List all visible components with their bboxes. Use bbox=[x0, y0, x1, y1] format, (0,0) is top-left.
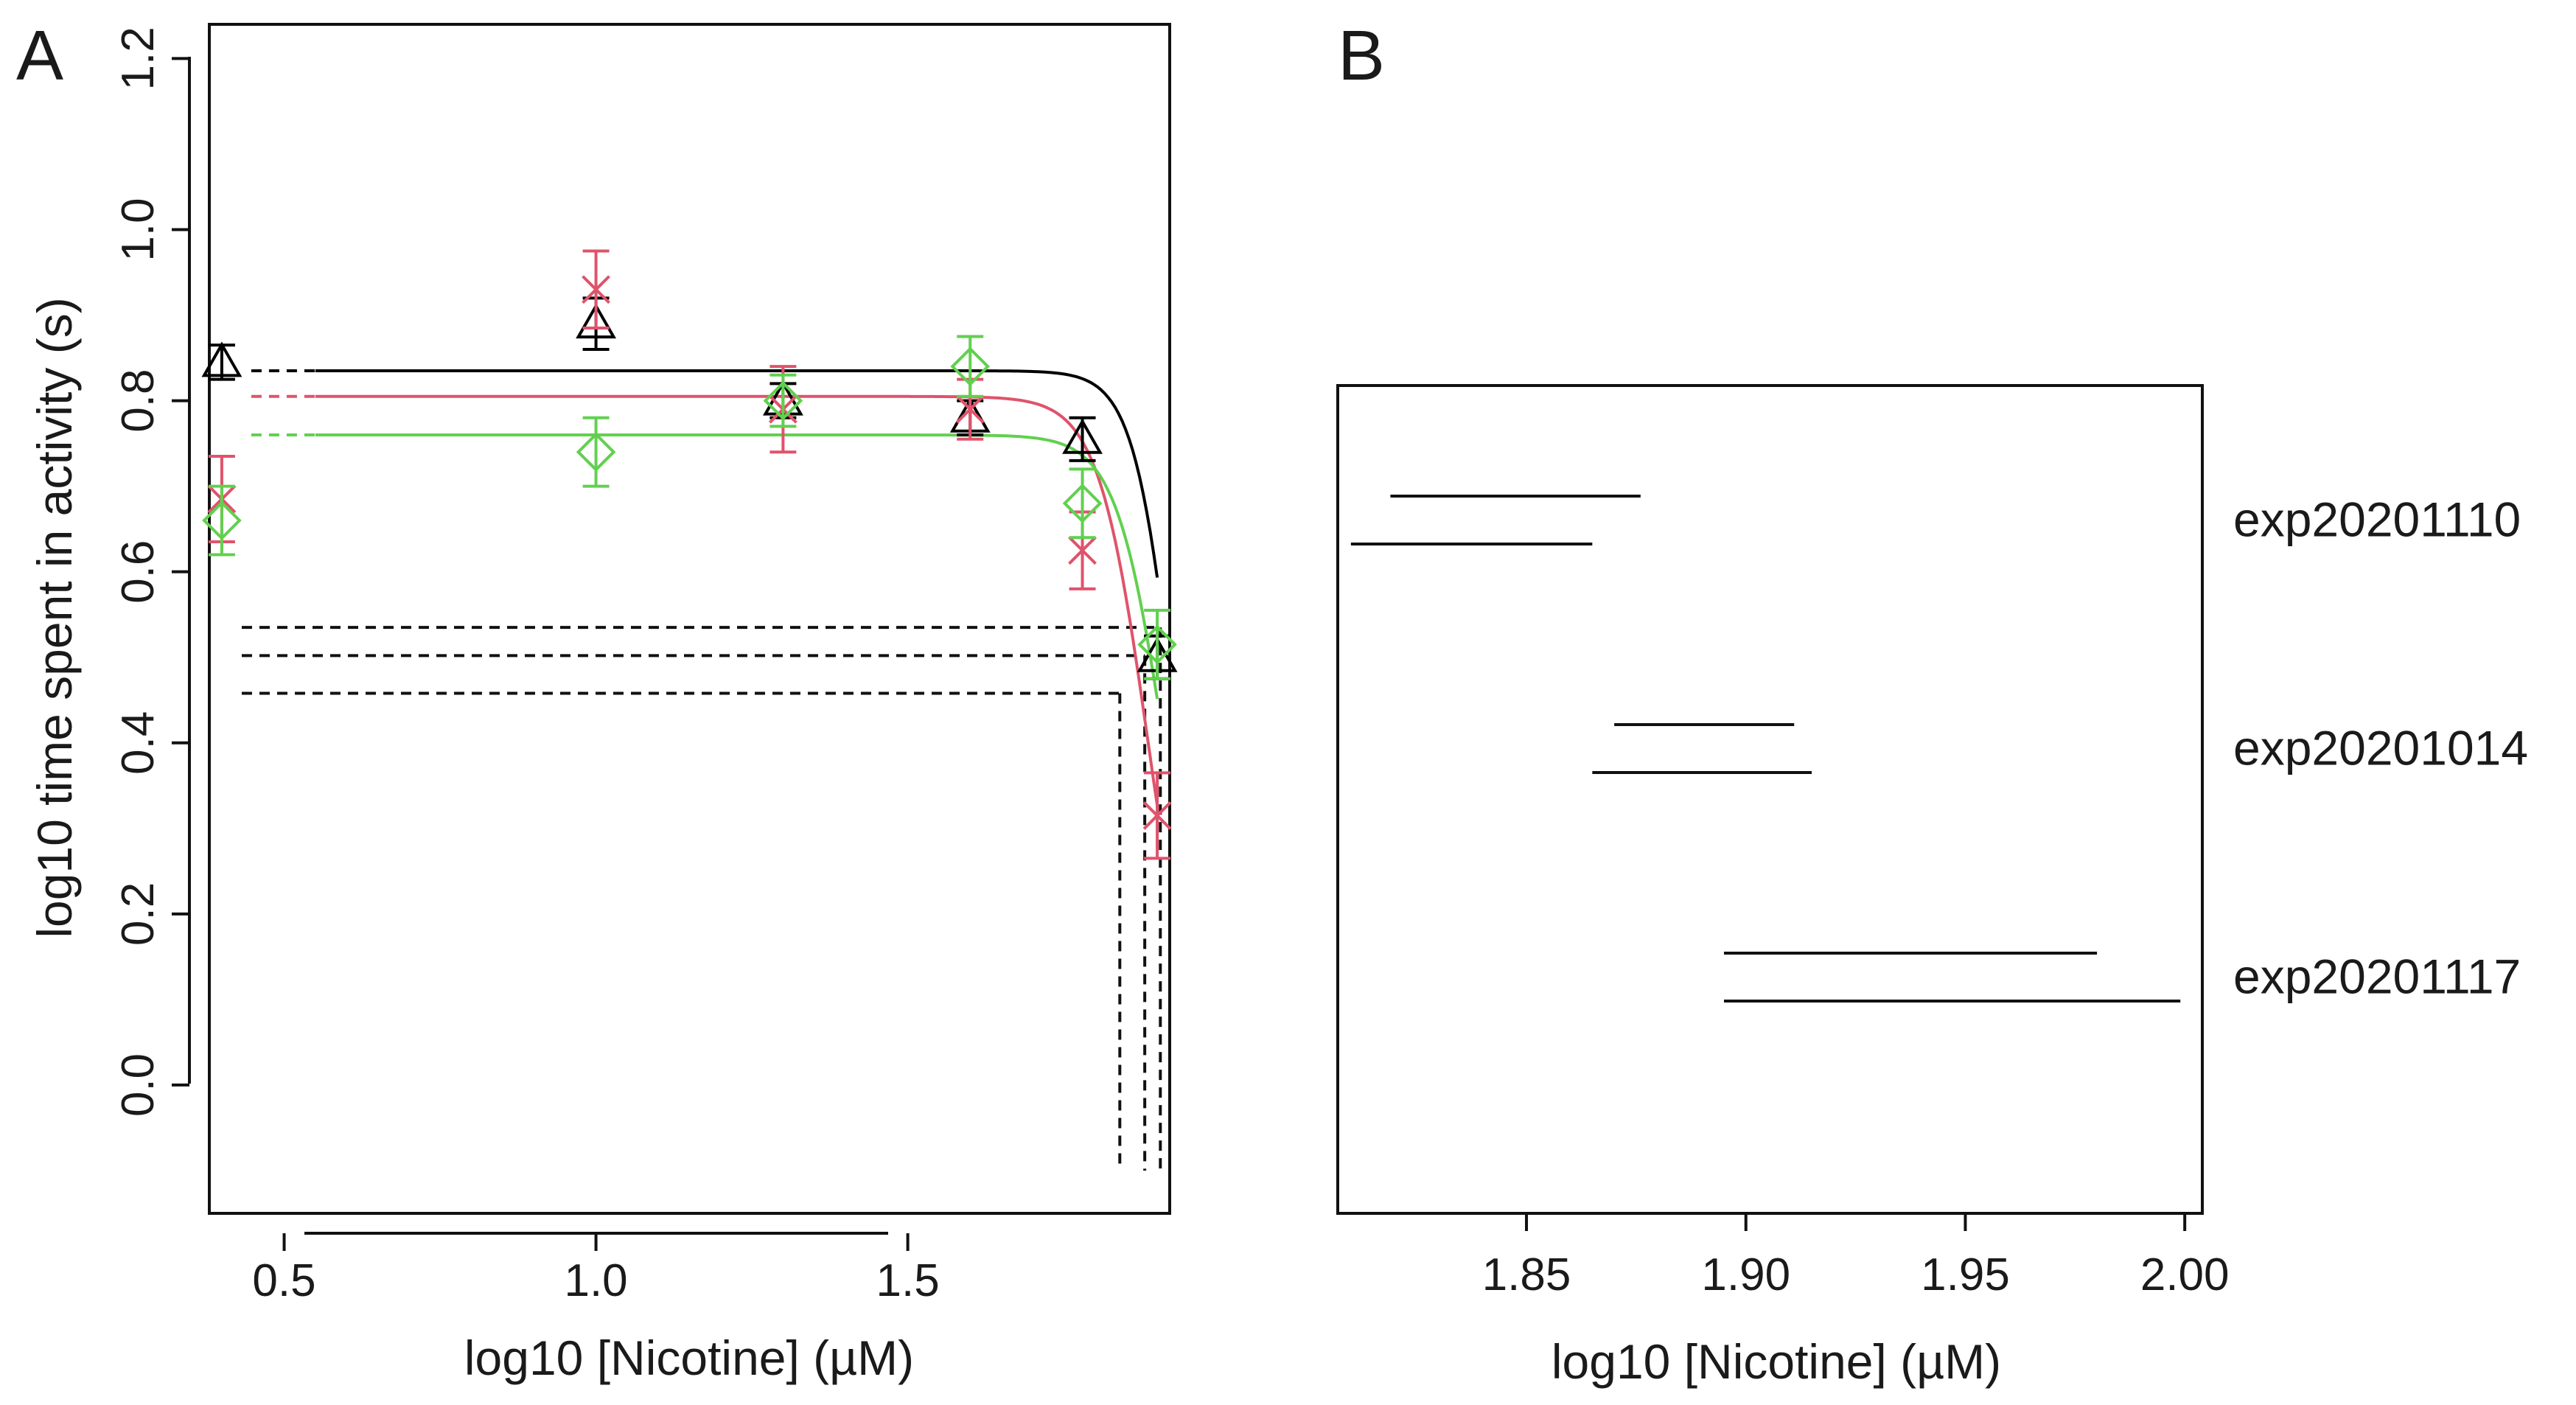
black-data-point bbox=[1062, 416, 1103, 462]
diamond-marker bbox=[950, 346, 991, 387]
green-data-point bbox=[1137, 608, 1177, 680]
panel-b-x-axis-title: log10 [Nicotine] (µM) bbox=[1551, 1334, 2001, 1389]
diamond-marker bbox=[202, 501, 242, 540]
green-data-point bbox=[950, 335, 991, 398]
diamond-marker bbox=[1137, 624, 1177, 665]
red-data-point bbox=[1142, 771, 1172, 860]
x-tick-label: 0.5 bbox=[252, 1255, 315, 1306]
triangle-marker bbox=[576, 303, 617, 339]
x-marker bbox=[1068, 536, 1097, 565]
x-tick-label: 2.00 bbox=[2140, 1249, 2230, 1300]
group-label: exp20201110 bbox=[2233, 492, 2521, 547]
y-tick-label: 0.4 bbox=[113, 711, 164, 775]
panel-a-label: A bbox=[16, 16, 63, 95]
x-marker bbox=[582, 275, 610, 304]
green-data-point bbox=[1062, 467, 1103, 540]
y-tick-label: 1.2 bbox=[113, 27, 164, 90]
group-label: exp20201014 bbox=[2233, 721, 2528, 775]
x-tick-label: 1.85 bbox=[1482, 1249, 1571, 1300]
diamond-marker bbox=[763, 380, 803, 421]
panel-a-y-axis-title: log10 time spent in activity (s) bbox=[27, 297, 82, 938]
panel-b-frame bbox=[1336, 384, 2204, 1215]
x-tick-label: 1.0 bbox=[564, 1255, 627, 1306]
x-tick-label: 1.90 bbox=[1701, 1249, 1790, 1300]
x-marker bbox=[1142, 801, 1172, 830]
diamond-marker bbox=[576, 432, 616, 473]
triangle-marker bbox=[1062, 418, 1103, 454]
panel-a-x-axis-title: log10 [Nicotine] (µM) bbox=[464, 1331, 914, 1385]
y-tick-label: 0.6 bbox=[113, 540, 164, 604]
panel-a-x-ticks: 0.5 1.0 1.5 bbox=[252, 1233, 940, 1306]
green-data-point bbox=[763, 373, 803, 428]
group-label: exp20201117 bbox=[2233, 949, 2521, 1004]
panel-a-data-points bbox=[201, 249, 1178, 860]
green-data-point bbox=[202, 484, 242, 557]
x-marker bbox=[955, 394, 985, 424]
panel-b-label: B bbox=[1338, 16, 1385, 95]
x-tick-label: 1.95 bbox=[1921, 1249, 2010, 1300]
panel-a-fit-curves bbox=[251, 369, 1159, 806]
panel-a: A 0.0 0.2 0.4 0.6 0.8 1.0 1.2 0.5 1.0 1.5 log10 … bbox=[16, 16, 1178, 1385]
y-tick-label: 0.8 bbox=[113, 369, 164, 432]
panel-b-intervals bbox=[1350, 495, 2181, 1003]
green-fit-curve bbox=[315, 433, 1159, 700]
green-data-point bbox=[576, 416, 616, 488]
y-tick-label: 0.0 bbox=[113, 1053, 164, 1117]
triangle-marker bbox=[201, 341, 242, 377]
x-tick-label: 1.5 bbox=[876, 1255, 940, 1306]
panel-b-group-labels: exp20201110 exp20201014 exp20201117 bbox=[2233, 492, 2528, 1004]
black-fit-curve bbox=[315, 369, 1159, 578]
red-data-point bbox=[582, 249, 610, 330]
panel-a-dashed-guides bbox=[242, 626, 1162, 1171]
diamond-marker bbox=[1062, 484, 1103, 523]
red-fit-curve bbox=[315, 394, 1159, 806]
y-tick-label: 0.2 bbox=[113, 882, 164, 946]
panel-b: B exp20201110 exp20201014 exp20201117 1.85… bbox=[1336, 16, 2528, 1389]
black-data-point bbox=[201, 341, 242, 381]
panel-a-y-ticks: 0.0 0.2 0.4 0.6 0.8 1.0 1.2 bbox=[113, 27, 189, 1117]
y-tick-label: 1.0 bbox=[113, 198, 164, 261]
panel-b-x-ticks: 1.85 1.90 1.95 2.00 bbox=[1482, 1213, 2230, 1300]
panel-a-frame bbox=[208, 23, 1171, 1215]
